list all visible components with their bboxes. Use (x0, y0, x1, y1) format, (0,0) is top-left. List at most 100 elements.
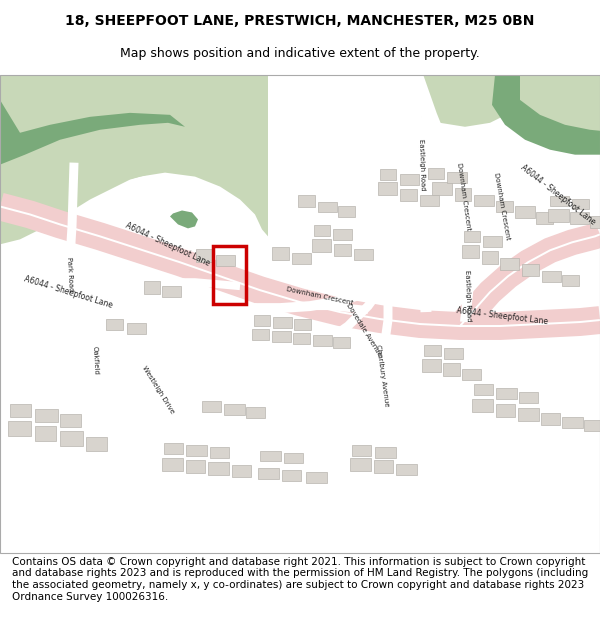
Bar (570, 213, 589, 224)
Polygon shape (450, 222, 600, 334)
Bar (400, 189, 417, 201)
Polygon shape (249, 174, 418, 372)
Bar (60, 431, 83, 446)
Bar (10, 404, 31, 417)
Bar (272, 248, 289, 260)
Bar (144, 281, 160, 294)
Bar (312, 239, 331, 252)
Bar (273, 317, 292, 328)
Text: A6044 - Sheepfoot Lane: A6044 - Sheepfoot Lane (124, 221, 212, 268)
Bar (455, 188, 471, 201)
Bar (202, 401, 221, 412)
Bar (562, 275, 579, 286)
Bar (224, 404, 245, 414)
Polygon shape (459, 234, 600, 327)
Bar (333, 229, 352, 241)
Text: A6044 - Sheepfoot Lane: A6044 - Sheepfoot Lane (23, 274, 113, 310)
Text: Map shows position and indicative extent of the property.: Map shows position and indicative extent… (120, 48, 480, 61)
Bar (35, 426, 56, 441)
Bar (422, 359, 441, 372)
Text: Contains OS data © Crown copyright and database right 2021. This information is : Contains OS data © Crown copyright and d… (12, 557, 588, 601)
Text: Eastleigh Road: Eastleigh Road (464, 270, 472, 322)
Bar (590, 216, 600, 228)
Bar (496, 404, 515, 417)
Polygon shape (170, 211, 198, 228)
Bar (462, 369, 481, 380)
Bar (350, 459, 371, 471)
Polygon shape (410, 75, 431, 312)
Bar (420, 194, 439, 206)
Text: Charlbury Avenue: Charlbury Avenue (374, 344, 389, 407)
Text: Downham Crescent: Downham Crescent (286, 286, 354, 306)
Bar (162, 286, 181, 297)
Bar (210, 446, 229, 458)
Bar (464, 231, 480, 242)
Bar (106, 319, 123, 330)
Bar (164, 442, 183, 454)
Bar (60, 414, 81, 427)
Polygon shape (86, 302, 100, 422)
Text: Eastleigh Road: Eastleigh Road (418, 139, 426, 191)
Bar (333, 337, 350, 348)
Polygon shape (492, 75, 600, 154)
Polygon shape (187, 334, 288, 352)
Bar (584, 419, 600, 431)
Text: A6044 - Sheepfoot Lane: A6044 - Sheepfoot Lane (519, 162, 597, 226)
Text: Park Road: Park Road (66, 257, 74, 292)
Bar (86, 437, 107, 451)
Bar (352, 444, 371, 456)
Bar (400, 174, 419, 184)
Polygon shape (0, 206, 600, 327)
Bar (374, 461, 393, 474)
Polygon shape (0, 150, 268, 236)
Bar (542, 271, 561, 282)
Bar (216, 255, 235, 266)
Text: A6044 - Sheepfoot Lane: A6044 - Sheepfoot Lane (456, 306, 548, 326)
Polygon shape (140, 302, 218, 314)
Bar (213, 246, 246, 304)
Bar (186, 444, 207, 456)
Bar (500, 258, 519, 270)
Bar (292, 253, 311, 264)
Bar (313, 335, 332, 346)
Bar (447, 172, 467, 182)
Polygon shape (310, 302, 368, 314)
Bar (548, 209, 569, 222)
Polygon shape (96, 376, 136, 386)
Bar (258, 469, 279, 479)
Bar (375, 446, 396, 458)
Bar (8, 421, 31, 436)
Bar (293, 333, 310, 344)
Text: Downham Crescent: Downham Crescent (456, 162, 472, 231)
Polygon shape (327, 179, 392, 439)
Polygon shape (520, 75, 600, 131)
Bar (396, 464, 417, 476)
Bar (443, 363, 460, 376)
Bar (474, 194, 494, 206)
Text: 18, SHEEPFOOT LANE, PRESTWICH, MANCHESTER, M25 0BN: 18, SHEEPFOOT LANE, PRESTWICH, MANCHESTE… (65, 14, 535, 28)
Text: Dovedale Avenue: Dovedale Avenue (345, 302, 383, 358)
Bar (254, 315, 270, 326)
Text: Westleigh Drive: Westleigh Drive (141, 365, 175, 414)
Bar (515, 206, 535, 218)
Bar (294, 319, 311, 330)
Bar (354, 249, 373, 260)
Bar (196, 249, 213, 262)
Polygon shape (220, 73, 447, 313)
Bar (334, 244, 351, 256)
Bar (472, 399, 493, 412)
Bar (428, 168, 444, 179)
Bar (246, 407, 265, 418)
Bar (260, 451, 281, 461)
Bar (518, 408, 539, 421)
Bar (444, 348, 463, 359)
Bar (496, 388, 517, 399)
Bar (496, 201, 513, 212)
Bar (282, 471, 301, 481)
Polygon shape (0, 193, 600, 340)
Bar (378, 182, 397, 194)
Bar (314, 226, 330, 236)
Text: Downham Crescent: Downham Crescent (493, 173, 511, 241)
Bar (338, 206, 355, 217)
Bar (522, 264, 539, 276)
